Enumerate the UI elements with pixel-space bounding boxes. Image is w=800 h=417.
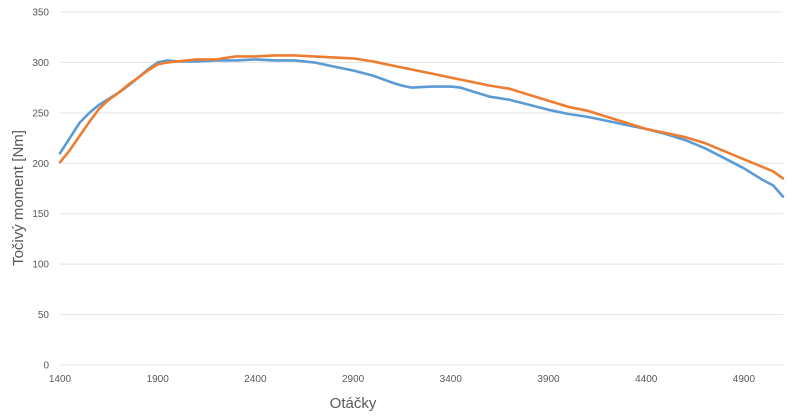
y-tick-label: 150 — [32, 209, 49, 220]
x-tick-label: 3900 — [537, 374, 560, 385]
x-tick-label: 3400 — [440, 374, 463, 385]
y-tick-label: 100 — [32, 260, 49, 271]
x-tick-label: 2900 — [342, 374, 365, 385]
y-tick-label: 50 — [38, 310, 50, 321]
y-tick-label: 200 — [32, 159, 49, 170]
y-tick-label: 0 — [43, 361, 49, 372]
y-tick-label: 300 — [32, 58, 49, 69]
series-lines — [58, 54, 785, 198]
series-line-1 — [58, 58, 785, 198]
y-tick-label: 350 — [32, 8, 49, 19]
x-tick-labels: 1400 1900 2400 2900 3400 3900 4400 4900 — [49, 374, 756, 385]
y-tick-label: 250 — [32, 108, 49, 119]
x-tick-label: 4400 — [635, 374, 658, 385]
x-axis-title: Otáčky — [330, 395, 377, 412]
x-tick-label: 1900 — [147, 374, 170, 385]
gridlines — [60, 11, 783, 366]
x-tick-label: 1400 — [49, 374, 72, 385]
x-tick-label: 2400 — [244, 374, 267, 385]
y-axis-title: Točivý moment [Nm] — [10, 130, 27, 266]
y-tick-labels: 0 50 100 150 200 250 300 350 — [32, 8, 49, 372]
series-line-2 — [58, 54, 785, 180]
x-tick-label: 4900 — [733, 374, 756, 385]
